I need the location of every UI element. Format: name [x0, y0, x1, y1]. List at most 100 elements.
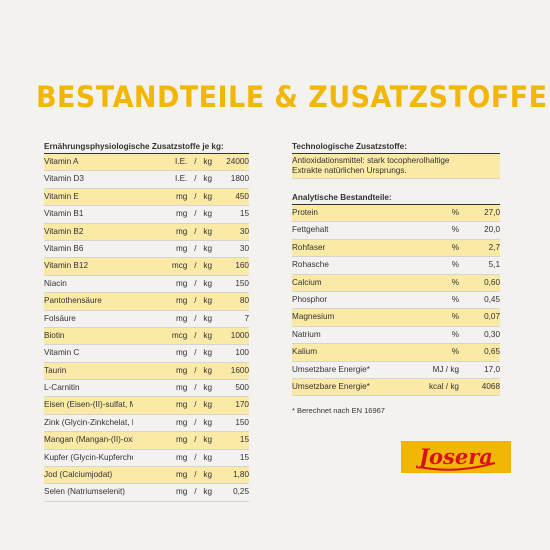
nutrient-value: 1000 — [230, 330, 249, 340]
table-row: Vitamin E mg / kg 450 — [44, 188, 249, 207]
unit-separator: / — [194, 278, 197, 288]
table-row: Umsetzbare Energie* MJ / kg 17,0 — [292, 362, 500, 379]
constituent-name: Rohfaser — [292, 242, 326, 252]
nutrient-value: 80 — [239, 296, 249, 306]
constituent-unit: % — [451, 225, 459, 235]
constituent-unit: MJ / kg — [432, 364, 459, 374]
table-row: Zink (Glycin-Zinkchelat, Hydrat) mg / kg 150 — [44, 415, 249, 433]
nutrient-name: Taurin — [44, 365, 67, 375]
nutrient-unit: I.E. — [175, 157, 188, 166]
table-row: Kalium% 0,65 — [292, 344, 500, 362]
nutrient-value: 1,80 — [233, 470, 249, 480]
unit-per: kg — [203, 365, 212, 375]
constituent-name: Natrium — [292, 329, 321, 339]
nutrient-unit: mg — [175, 209, 188, 219]
nutrient-value: 100 — [235, 348, 249, 358]
table-row: Vitamin A I.E. / kg 24000 — [44, 154, 249, 172]
nutrient-value: 30 — [239, 243, 249, 253]
unit-per: kg — [203, 157, 212, 166]
constituent-unit: % — [451, 312, 459, 322]
unit-separator: / — [194, 487, 197, 497]
unit-per: kg — [203, 174, 212, 184]
nutrient-unit: mcg — [171, 330, 188, 340]
constituent-unit: % — [451, 329, 459, 339]
unit-separator: / — [194, 365, 197, 375]
nutrient-name: Biotin — [44, 330, 65, 340]
table-row: Vitamin B6 mg / kg 30 — [44, 241, 249, 259]
technological-additives-heading: Technologische Zusatzstoffe: — [292, 140, 500, 154]
nutrient-name: Vitamin A — [44, 157, 79, 166]
nutrient-value: 150 — [235, 417, 249, 427]
nutrient-value: 1800 — [230, 174, 249, 184]
unit-separator: / — [194, 243, 197, 253]
unit-per: kg — [203, 261, 212, 271]
unit-separator: / — [194, 174, 197, 184]
constituent-unit: % — [451, 347, 459, 357]
unit-separator: / — [194, 209, 197, 219]
constituent-unit: % — [451, 277, 459, 287]
right-column: Technologische Zusatzstoffe: Antioxidati… — [292, 140, 500, 415]
unit-per: kg — [203, 209, 212, 219]
josera-logo: Josera — [401, 441, 511, 473]
nutrient-unit: mg — [175, 348, 188, 358]
constituent-value: 20,0 — [484, 225, 500, 235]
unit-per: kg — [203, 296, 212, 306]
unit-per: kg — [203, 226, 212, 236]
table-row: Niacin mg / kg 150 — [44, 276, 249, 294]
nutrient-unit: mg — [175, 383, 188, 393]
nutrient-name: Vitamin B1 — [44, 209, 84, 219]
unit-separator: / — [194, 452, 197, 462]
table-row: Natrium% 0,30 — [292, 327, 500, 345]
nutrient-name: Vitamin B12 — [44, 261, 88, 271]
unit-separator: / — [194, 470, 197, 480]
table-row: Umsetzbare Energie* kcal / kg 4068 — [292, 378, 500, 397]
nutrient-value: 0,25 — [233, 487, 249, 497]
constituent-unit: % — [451, 260, 459, 270]
unit-separator: / — [194, 313, 197, 323]
table-row: Protein% 27,0 — [292, 205, 500, 223]
nutrient-value: 15 — [239, 209, 249, 219]
nutrient-unit: mg — [175, 243, 188, 253]
technological-additives-line-1: Antioxidationsmittel: stark tocopherolha… — [292, 156, 450, 165]
constituent-value: 0,65 — [484, 347, 500, 357]
logo-wordmark: Josera — [419, 444, 493, 469]
nutrient-value: 150 — [235, 278, 249, 288]
constituent-name: Umsetzbare Energie* — [292, 381, 370, 391]
table-row: Folsäure mg / kg 7 — [44, 311, 249, 328]
nutrient-value: 24000 — [226, 157, 249, 166]
nutrient-name: Mangan (Mangan-(II)-oxid) — [44, 435, 134, 445]
constituent-value: 0,30 — [484, 329, 500, 339]
table-row: Mangan (Mangan-(II)-oxid) mg / kg 15 — [44, 432, 249, 450]
nutrient-name: Vitamin B2 — [44, 226, 84, 236]
unit-separator: / — [194, 400, 197, 410]
table-row: Rohasche% 5,1 — [292, 257, 500, 275]
unit-per: kg — [203, 417, 212, 427]
nutrient-unit: mg — [175, 296, 188, 306]
table-row: Vitamin B12 mcg / kg 160 — [44, 258, 249, 276]
nutrient-value: 30 — [239, 226, 249, 236]
unit-separator: / — [194, 383, 197, 393]
unit-separator: / — [194, 435, 197, 445]
unit-separator: / — [194, 330, 197, 340]
table-row: Magnesium% 0,07 — [292, 309, 500, 327]
table-row: Calcium% 0,60 — [292, 274, 500, 292]
nutrient-unit: mg — [175, 191, 188, 201]
nutritional-additives-table: Ernährungsphysiologische Zusatzstoffe je… — [44, 140, 249, 502]
constituent-name: Calcium — [292, 277, 322, 287]
constituent-name: Magnesium — [292, 312, 335, 322]
nutrient-name: Vitamin B6 — [44, 243, 84, 253]
nutrient-name: Pantothensäure — [44, 296, 102, 306]
page-title: BESTANDTEILE & ZUSATZSTOFFE — [36, 80, 548, 114]
constituent-value: 2,7 — [488, 242, 500, 252]
nutrient-name: Eisen (Eisen-(II)-sulfat, Monohydrat) — [44, 400, 134, 410]
table-row: Vitamin C mg / kg 100 — [44, 345, 249, 363]
nutrient-name: L-Carnitin — [44, 383, 80, 393]
table-row: Biotin mcg / kg 1000 — [44, 327, 249, 346]
unit-separator: / — [194, 296, 197, 306]
unit-per: kg — [203, 278, 212, 288]
constituent-value: 0,60 — [484, 277, 500, 287]
constituent-value: 5,1 — [488, 260, 500, 270]
constituent-unit: % — [451, 208, 459, 217]
footnote: * Berechnet nach EN 16967 — [292, 406, 385, 416]
table-row: Selen (Natriumselenit) mg / kg 0,25 — [44, 484, 249, 502]
